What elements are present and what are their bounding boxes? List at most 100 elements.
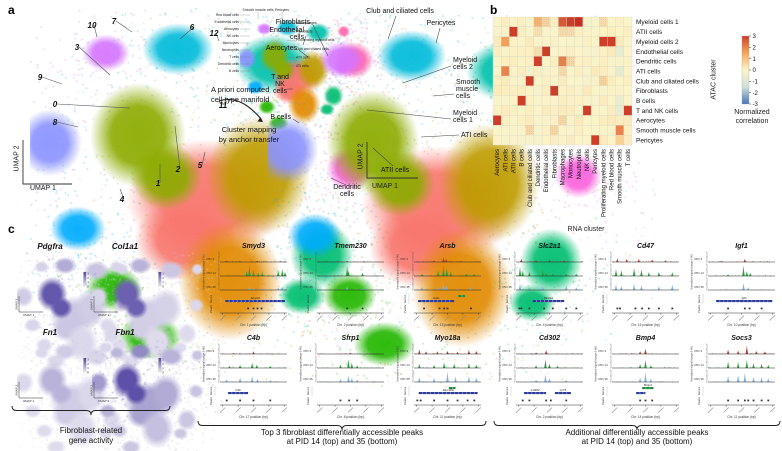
svg-text:PID 14: PID 14 xyxy=(695,271,705,275)
heatmap-row-label: ATII cells xyxy=(636,29,663,36)
celltype-label: NK xyxy=(275,81,285,88)
svg-text:Peaks: Peaks xyxy=(601,397,605,405)
svg-text:Slc2a1: Slc2a1 xyxy=(538,243,560,250)
svg-text:Genes: Genes xyxy=(601,294,605,303)
svg-text:Normalized signal (range 0-90): Normalized signal (range 0-90) xyxy=(299,254,303,290)
svg-text:UMAP 1: UMAP 1 xyxy=(23,313,34,317)
svg-text:Dendritic cells: Dendritic cells xyxy=(218,62,239,66)
cluster-number-label: 5 xyxy=(198,161,203,170)
svg-text:UMAP 1: UMAP 1 xyxy=(23,399,34,403)
svg-text:C4b: C4b xyxy=(247,335,261,342)
svg-text:Chr. 17 position (bp): Chr. 17 position (bp) xyxy=(239,415,268,419)
coverage-track-socs3: Socs3 Normalized signal (range 0-90) PID 3… xyxy=(690,335,776,419)
correlation-heatmap: Myeloid cells 1 ATII cells Myeloid cells 2… xyxy=(492,16,759,217)
svg-text:Arsb: Arsb xyxy=(439,243,457,250)
svg-text:0: 0 xyxy=(87,284,89,288)
svg-text:Smyd3: Smyd3 xyxy=(251,296,261,300)
svg-text:PID 14: PID 14 xyxy=(401,363,411,367)
svg-text:Genes: Genes xyxy=(403,294,407,303)
celltype-label: Fibroblasts xyxy=(276,19,311,26)
celltype-label: Myeloid xyxy=(453,110,477,117)
heatmap-col-label: Fibroblasts xyxy=(552,149,558,178)
heatmap-col-label: Club and ciliated cells xyxy=(528,149,534,207)
colorbar-title-line2: correlation xyxy=(735,118,769,125)
svg-text:Genes: Genes xyxy=(697,294,701,303)
svg-text:Chr. 2 position (bp): Chr. 2 position (bp) xyxy=(337,323,364,327)
heatmap-col-label: Neutrophils xyxy=(577,149,583,179)
svg-text:Sfrp1: Sfrp1 xyxy=(342,335,360,342)
svg-text:PID 3: PID 3 xyxy=(207,349,215,353)
heatmap-cell xyxy=(623,134,633,146)
cluster-number-label: 12 xyxy=(210,29,219,38)
coverage-track-arsb: Arsb Normalized signal (range 0-90) PID 3 P… xyxy=(396,243,482,327)
svg-text:Myo18a: Myo18a xyxy=(435,335,461,342)
svg-text:-3: -3 xyxy=(753,102,759,108)
celltype-label: ATI cells xyxy=(461,132,488,139)
svg-text:PID 3: PID 3 xyxy=(599,257,607,261)
svg-text:0: 0 xyxy=(162,284,164,288)
heatmap-col-label: ATI cells xyxy=(503,149,509,172)
svg-text:UMAP 1: UMAP 1 xyxy=(98,313,109,317)
cluster-number-label: 6 xyxy=(190,23,195,32)
coverage-track-bmp4: Bmp4 Normalized signal (range 0-90) PID 3 P… xyxy=(594,335,680,419)
cluster-number-label: 9 xyxy=(38,73,43,82)
cluster-number-label: 11 xyxy=(219,101,228,110)
svg-text:PID 35: PID 35 xyxy=(695,285,705,289)
heatmap-col-label: Smooth muscle cells xyxy=(618,149,624,204)
svg-text:PID 3: PID 3 xyxy=(304,349,312,353)
heatmap-row-label: B cells xyxy=(636,98,656,105)
celltype-label: ATII cells xyxy=(381,167,410,174)
svg-text:Peaks: Peaks xyxy=(505,397,509,405)
svg-text:Peaks: Peaks xyxy=(601,305,605,313)
svg-text:Ly75: Ly75 xyxy=(560,388,567,392)
svg-text:Igf1: Igf1 xyxy=(735,243,748,250)
celltype-label: cells xyxy=(456,93,471,100)
celltype-label: Club and ciliated cells xyxy=(366,8,434,15)
coverage-track-tmem230: Tmem230 Normalized signal (range 0-90) PID… xyxy=(299,243,385,327)
svg-text:Genes: Genes xyxy=(209,386,213,395)
svg-text:PID 3: PID 3 xyxy=(599,349,607,353)
svg-text:PID 14: PID 14 xyxy=(401,271,411,275)
heatmap-row-label: Myeloid cells 1 xyxy=(636,19,679,26)
svg-text:2: 2 xyxy=(87,276,89,280)
svg-text:PID 3: PID 3 xyxy=(503,349,511,353)
svg-text:PID 14: PID 14 xyxy=(207,271,217,275)
svg-text:ATI cells: ATI cells xyxy=(296,64,309,68)
svg-text:0: 0 xyxy=(87,370,89,374)
svg-text:Arsb: Arsb xyxy=(432,296,440,300)
svg-text:PID 14: PID 14 xyxy=(503,271,513,275)
svg-text:PID 14: PID 14 xyxy=(503,363,513,367)
coverage-track-myo18a: Myo18a Normalized signal (range 0-90) PID … xyxy=(396,335,482,419)
svg-text:Normalized signal (range 0-90): Normalized signal (range 0-90) xyxy=(594,254,598,290)
svg-text:Genes: Genes xyxy=(505,386,509,395)
svg-text:PID 3: PID 3 xyxy=(401,257,409,261)
svg-text:UMAP 2: UMAP 2 xyxy=(90,299,94,310)
celltype-label: cells xyxy=(290,34,305,41)
svg-text:Normalized signal (range 0-90): Normalized signal (range 0-90) xyxy=(498,254,502,290)
svg-text:Normalized signal (range 0-90): Normalized signal (range 0-90) xyxy=(202,346,206,382)
svg-text:Peaks: Peaks xyxy=(697,305,701,313)
svg-text:1: 1 xyxy=(87,280,89,284)
svg-text:NK cells: NK cells xyxy=(227,34,240,38)
celltype-label: T and xyxy=(271,74,289,81)
svg-text:UMAP 2: UMAP 2 xyxy=(15,299,19,310)
svg-text:PID 3: PID 3 xyxy=(304,257,312,261)
coverage-track-smyd3: Smyd3 Normalized signal (range 0-90) PID 3… xyxy=(202,243,288,327)
celltype-label: cells 1 xyxy=(453,117,473,124)
svg-text:Peaks: Peaks xyxy=(403,397,407,405)
svg-text:Peaks: Peaks xyxy=(697,397,701,405)
heatmap-col-label: Proliferating myeloid cells xyxy=(601,149,607,217)
heatmap-row-label: Myeloid cells 2 xyxy=(636,39,679,46)
svg-text:Macrophages: Macrophages xyxy=(296,21,317,25)
svg-text:Chr. 11 position (bp): Chr. 11 position (bp) xyxy=(433,415,461,419)
svg-text:PID 14: PID 14 xyxy=(207,363,217,367)
svg-text:1: 1 xyxy=(87,366,89,370)
svg-text:Red blood cells: Red blood cells xyxy=(216,13,239,17)
heatmap-col-label: Dendritic cells xyxy=(536,149,542,186)
svg-text:B cells: B cells xyxy=(229,69,239,73)
heatmap-row-label: T and NK cells xyxy=(636,108,679,115)
heatmap-row-label: Pericytes xyxy=(636,137,663,144)
svg-text:Chr. 1 position (bp): Chr. 1 position (bp) xyxy=(240,323,267,327)
svg-text:PID 3: PID 3 xyxy=(503,257,511,261)
